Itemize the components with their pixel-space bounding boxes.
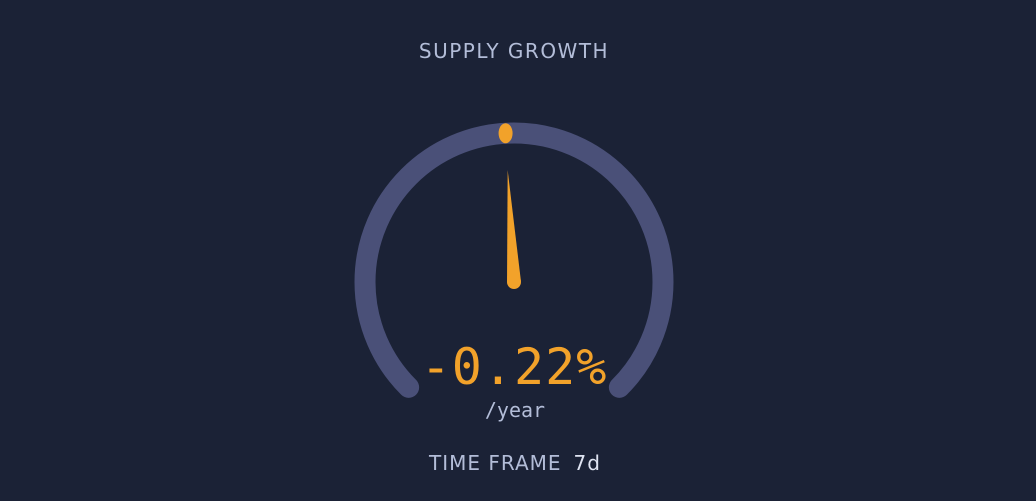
time-frame-label: TIME FRAME (429, 451, 562, 475)
widget-title: SUPPLY GROWTH (418, 39, 610, 63)
time-frame-value[interactable]: 7d (573, 451, 601, 475)
gauge-marker (498, 123, 513, 144)
gauge-needle (507, 170, 521, 283)
value-unit: /year (484, 398, 546, 422)
time-frame: TIME FRAME 7d (0, 451, 1030, 475)
gauge-needle-hub (507, 275, 521, 289)
gauge-track (354, 122, 674, 398)
supply-growth-value: -0.22% (420, 338, 608, 396)
